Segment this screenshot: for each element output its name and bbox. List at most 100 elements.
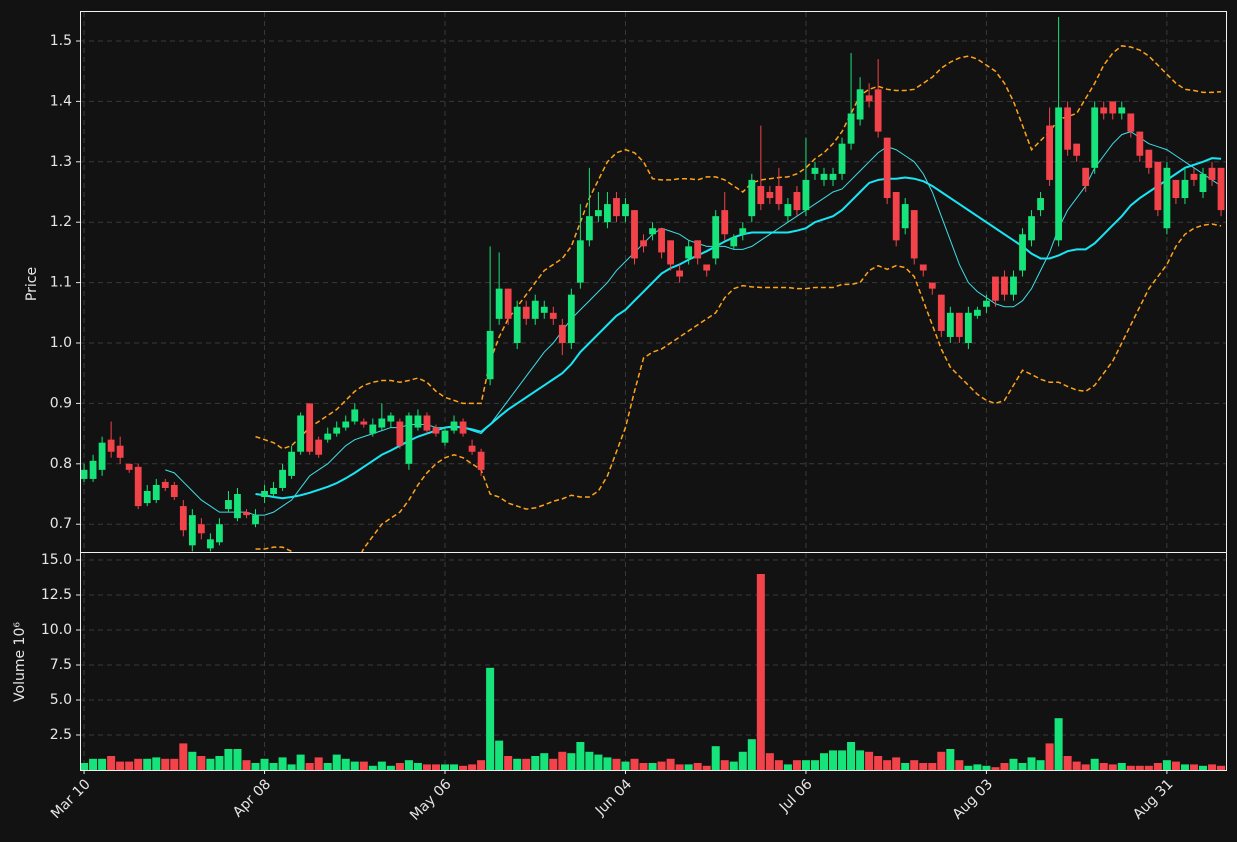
volume-bar [477,760,486,770]
y-tick-label: 1.2 [50,214,72,230]
volume-panel [80,574,1226,770]
volume-bar [251,763,260,770]
candle-body [396,421,404,446]
candle-body [694,240,702,259]
volume-bar [838,750,847,770]
volume-bar [1108,764,1117,770]
candle-body [784,204,792,217]
volume-axis-label: Volume 10⁶ [12,622,28,702]
y-tick-label: 12.5 [41,587,72,603]
volume-bar [585,751,594,770]
volume-bar [1189,764,1198,770]
volume-bar [404,760,413,770]
candle-body [658,228,665,253]
candle-body [1046,125,1053,180]
candle-body [748,179,756,217]
volume-bar [594,754,603,770]
volume-bar [80,763,89,770]
volume-bar [1018,763,1027,770]
volume-bar [531,756,540,770]
volume-bar [1054,718,1063,770]
candle-body [1208,167,1216,180]
volume-bar [729,761,738,770]
y-tick-label: 1.0 [50,335,72,351]
candle-body [486,330,494,380]
candle-body [1163,167,1171,229]
volume-bar [910,760,919,770]
volume-bar [341,758,350,770]
candle-body [558,324,566,344]
y-tick-label: 0.7 [50,516,72,532]
volume-bar [170,758,179,770]
candle-body [360,421,368,425]
volume-bar [395,763,404,770]
candle-body [387,415,395,422]
candle-body [1010,276,1017,295]
candle-body [811,167,819,174]
candle-body [874,89,882,132]
candle-body [161,481,169,488]
candle-body [315,439,323,455]
candle-body [739,228,747,235]
volume-bar [233,749,242,770]
y-tick-label: 10.0 [41,622,72,638]
candle-body [631,210,638,259]
volume-bar [1081,764,1090,770]
volume-bar [1144,765,1153,770]
candle-body [992,276,999,301]
volume-bar [738,751,747,770]
volume-bar [1180,764,1189,770]
volume-bar [549,758,558,770]
candle-body [757,185,765,205]
volume-bar [143,758,152,770]
candle-body [369,424,377,434]
volume-bar [287,764,296,770]
volume-bar [107,756,116,770]
candle-body [152,484,160,501]
volume-bar [413,763,422,770]
candle-body [910,210,918,259]
volume-bar [1045,743,1054,770]
candle-body [901,204,909,229]
volume-bar [874,756,883,770]
candle-body [1055,107,1063,241]
volume-bar [215,756,224,770]
volume-bar [801,760,810,770]
candle-body [405,415,413,464]
volume-bar [1009,758,1018,770]
candle-body [640,240,647,247]
volume-bar [693,763,702,770]
candle-body [98,442,106,470]
candle-body [802,179,810,211]
candle-body [1127,113,1135,132]
candle-body [279,469,286,488]
volume-bar [666,758,675,770]
candle-body [270,487,277,495]
candle-body [1019,234,1026,271]
candle-body [1190,173,1198,180]
y-tick-label: 1.4 [50,93,72,109]
volume-bar [783,764,792,770]
grid-layer [80,12,1226,770]
candle-body [188,515,196,546]
candle-body [838,143,846,174]
volume-bar [612,758,621,770]
volume-bar [567,753,576,770]
volume-bar [982,765,991,770]
volume-bar [495,740,504,770]
volume-bar [657,761,666,770]
volume-bar [675,764,684,770]
candle-body [712,216,720,259]
volume-bar [242,760,251,770]
candle-body [1001,276,1008,295]
volume-bar [1117,763,1126,770]
candle-body [441,430,449,443]
volume-bar [928,763,937,770]
volume-bar [684,764,693,770]
y-tick-label: 1.1 [50,275,72,291]
candle-body [125,463,133,470]
volume-bar [765,753,774,770]
volume-bar [98,758,107,770]
